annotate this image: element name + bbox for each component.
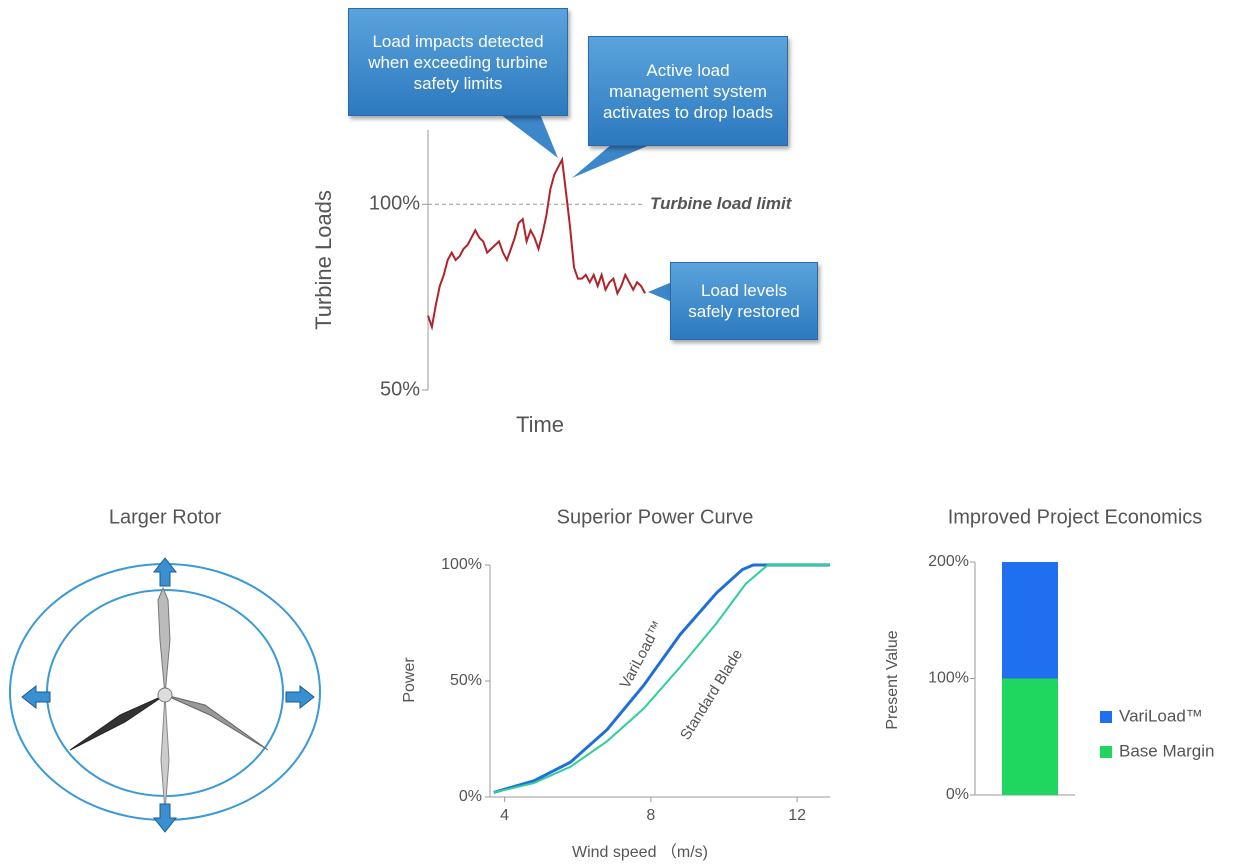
- data-line: [494, 565, 830, 792]
- legend-swatch: [1100, 746, 1112, 758]
- page: Larger Rotor 50% 100% Turbine load limit Tu…: [0, 0, 1247, 865]
- y-tick-label: 0%: [946, 786, 969, 803]
- bar-segment: [1002, 562, 1058, 679]
- bar-segment: [1002, 679, 1058, 796]
- reference-label: Turbine load limit: [650, 194, 793, 213]
- chart-title: Superior Power Curve: [557, 506, 754, 528]
- x-tick-label: 4: [500, 807, 509, 824]
- legend-label: Base Margin: [1119, 741, 1214, 760]
- y-axis-title: Turbine Loads: [311, 190, 336, 330]
- x-axis-title: Wind speed （m/s): [572, 843, 708, 861]
- series-label: Standard Blade: [677, 646, 746, 743]
- y-tick-label: 100%: [441, 556, 482, 573]
- callout: Load impacts detected when exceeding tur…: [348, 8, 568, 116]
- series-label: VariLoad™: [617, 618, 667, 691]
- rotor-diagram: [10, 558, 320, 832]
- y-tick-label: 50%: [450, 672, 482, 689]
- callout-pointer: [648, 282, 672, 302]
- callout: Active load management system activates …: [588, 36, 788, 146]
- x-axis-title: Time: [516, 412, 564, 437]
- y-axis-title: Present Value: [884, 630, 901, 729]
- legend-swatch: [1100, 711, 1112, 723]
- y-axis-title: Power: [401, 657, 418, 703]
- callout-pointer: [500, 114, 558, 158]
- y-tick-label: 50%: [380, 378, 420, 400]
- x-tick-label: 8: [646, 807, 655, 824]
- y-tick-label: 100%: [928, 670, 969, 687]
- chart-title: Improved Project Economics: [948, 506, 1203, 528]
- y-tick-label: 100%: [369, 193, 420, 215]
- y-tick-label: 0%: [459, 788, 482, 805]
- x-tick-label: 12: [788, 807, 806, 824]
- callout-pointer: [572, 144, 652, 178]
- data-line: [428, 160, 645, 327]
- callout: Load levels safely restored: [670, 262, 818, 340]
- legend-label: VariLoad™: [1119, 706, 1203, 725]
- y-tick-label: 200%: [928, 553, 969, 570]
- panel-title: Larger Rotor: [109, 506, 222, 528]
- data-line: [494, 565, 830, 792]
